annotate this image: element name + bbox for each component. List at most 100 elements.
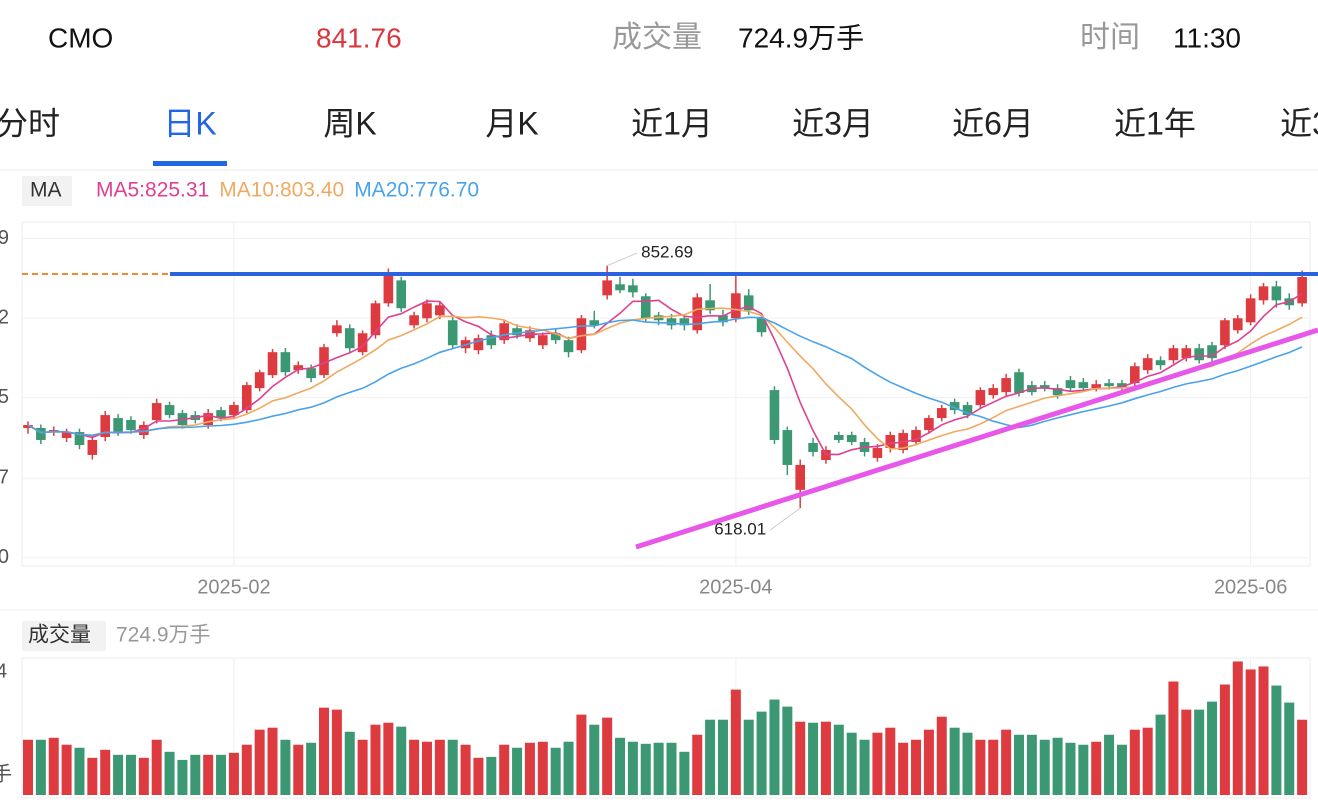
volume-bar (1181, 709, 1192, 795)
candle-body (563, 340, 574, 353)
volume-bar (125, 754, 136, 795)
candle-body (679, 318, 690, 326)
candle-body (100, 415, 111, 437)
volume-bar (113, 754, 124, 795)
candle-body (36, 427, 46, 440)
volume-bar (1001, 729, 1012, 795)
volume-axis-label: 4 (0, 660, 7, 682)
volume-bar (499, 744, 510, 795)
candle-body (332, 325, 342, 334)
candle-body (1065, 380, 1076, 389)
candle-body (782, 430, 793, 465)
volume-bar (370, 724, 381, 795)
candle-body (1297, 276, 1307, 304)
volume-bar (692, 734, 703, 795)
volume-bar (460, 744, 471, 795)
volume-bar (666, 742, 677, 795)
candle-body (846, 435, 857, 443)
candle-body (344, 328, 355, 349)
candle-body (409, 315, 419, 326)
volume-bar (1116, 744, 1127, 795)
volume-bar (1091, 741, 1102, 795)
tab[interactable]: 周K (323, 105, 376, 141)
volume-bar (872, 732, 883, 795)
volume-bar (344, 731, 355, 795)
ma-legend: MA20:776.70 (354, 179, 479, 202)
tab-underline (153, 161, 227, 166)
tab[interactable]: 分时 (0, 105, 60, 141)
time-caption: 时间 (1080, 21, 1140, 54)
candle-body (538, 335, 548, 346)
volume-bar (563, 741, 574, 795)
candle-body (357, 333, 368, 353)
volume-bar (1065, 742, 1076, 795)
volume-bar (177, 759, 188, 795)
candle-body (949, 402, 960, 411)
volume-bar (434, 739, 445, 795)
candle-body (731, 293, 741, 319)
candle-body (589, 320, 600, 326)
candle-body (254, 372, 265, 389)
tab[interactable]: 月K (485, 105, 538, 141)
candle-body (795, 464, 805, 490)
volume-bar (512, 747, 523, 795)
tab[interactable]: 日K (163, 105, 216, 141)
candle-body (1117, 383, 1127, 388)
volume-bar (241, 744, 252, 795)
volume-bar (48, 737, 59, 795)
ma-line (27, 307, 1303, 450)
volume-bar (1013, 734, 1024, 795)
volume-bar (383, 722, 394, 795)
volume-bar (795, 721, 806, 795)
volume-bar (1194, 709, 1205, 795)
volume-bar (820, 721, 831, 795)
price-frame (21, 221, 1311, 567)
ma-line (27, 316, 1303, 437)
volume-bar (1142, 727, 1153, 795)
volume-bar (898, 742, 909, 795)
tab[interactable]: 近1月 (631, 105, 713, 141)
candle-body (139, 424, 149, 436)
volume-bar (705, 719, 716, 795)
low-annotation: 618.01 (714, 519, 766, 538)
volume-axis-label: 手 (0, 762, 12, 785)
volume-bar (730, 689, 741, 795)
volume-bar (1284, 702, 1295, 795)
candle-body (911, 430, 921, 443)
tab[interactable]: 近3 (1280, 105, 1318, 141)
candle-body (164, 405, 175, 416)
volume-bar (1129, 729, 1140, 795)
candle-body (87, 439, 98, 455)
candle-body (1245, 298, 1256, 323)
candle-body (23, 424, 33, 428)
volume-bar (190, 754, 201, 795)
candle-body (435, 305, 445, 316)
volume-frame (21, 657, 1311, 799)
x-tick-label: 2025-06 (1214, 576, 1287, 598)
volume-bar (1297, 719, 1308, 795)
ma-legend: MA10:803.40 (219, 179, 344, 202)
candle-body (126, 420, 136, 431)
candle-body (975, 390, 986, 406)
candle-body (692, 297, 703, 331)
volume-bar (859, 739, 870, 795)
candle-body (280, 352, 291, 373)
candle-body (473, 338, 484, 351)
volume-bar (87, 757, 98, 795)
tab[interactable]: 近3月 (792, 105, 874, 141)
candle-body (756, 318, 767, 333)
volume-bar (473, 757, 484, 795)
candle-body (1232, 318, 1243, 331)
candle-body (1194, 348, 1204, 361)
candle-body (229, 405, 239, 416)
candle-body (1052, 388, 1063, 396)
candle-body (241, 385, 252, 411)
candle-body (1001, 378, 1011, 393)
candle-body (512, 328, 522, 336)
candle-body (370, 303, 381, 336)
tab[interactable]: 近1年 (1114, 105, 1196, 141)
volume-bar (151, 739, 162, 795)
tab[interactable]: 近6月 (952, 105, 1034, 141)
volume-bar (164, 751, 175, 795)
